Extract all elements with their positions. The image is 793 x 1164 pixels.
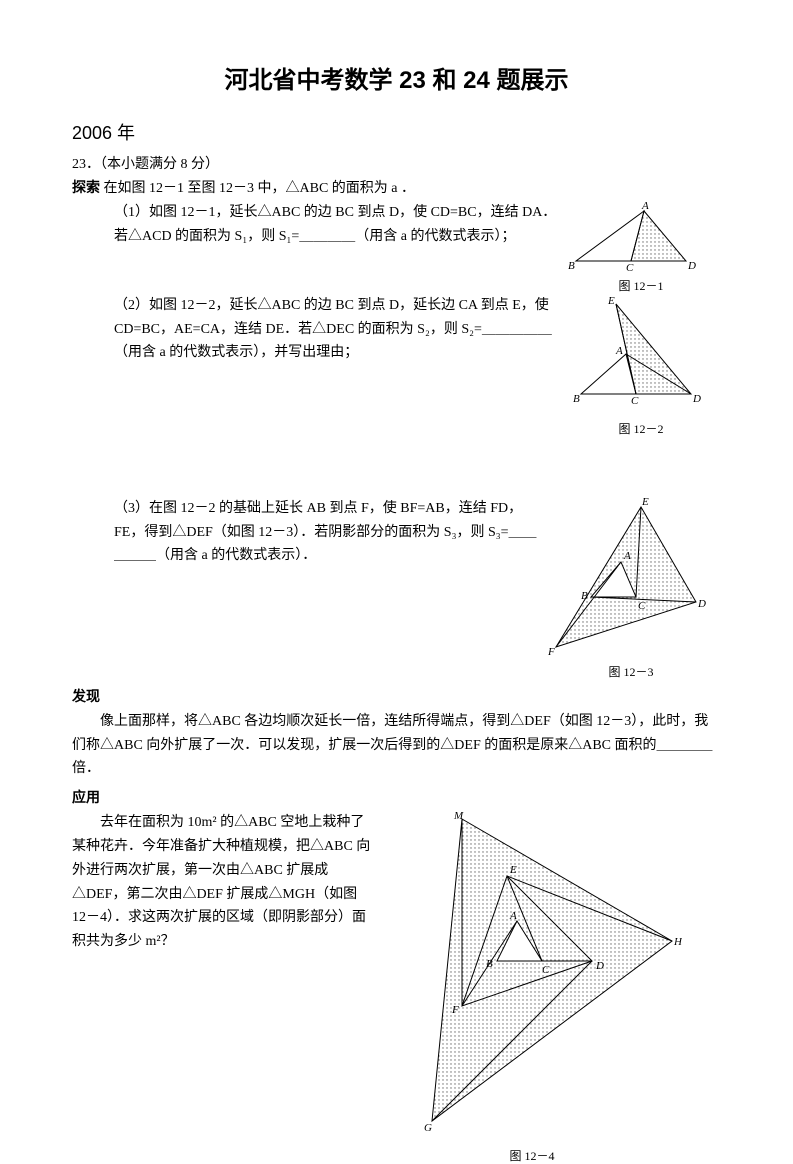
fig1-label: 图 12－1: [561, 277, 721, 294]
tansuo-lead-text: 在如图 12－1 至图 12－3 中，△ABC 的面积为 a ．: [100, 181, 415, 196]
svg-text:A: A: [615, 345, 623, 357]
svg-text:E: E: [607, 295, 615, 307]
faxian-label: 发现: [72, 686, 721, 706]
part2: （2）如图 12－2，延长△ABC 的边 BC 到点 D，延长边 CA 到点 E…: [114, 294, 561, 365]
tansuo-label: 探索: [72, 181, 100, 196]
figure-12-2: E A B C D: [566, 294, 716, 414]
tansuo-lead: 探索 在如图 12－1 至图 12－3 中，△ABC 的面积为 a ．: [72, 177, 721, 201]
svg-text:F: F: [547, 646, 555, 657]
fig3-container: E A B C D F 图 12－3: [541, 497, 721, 680]
fig1-container: A B C D 图 12－1: [561, 201, 721, 294]
svg-text:A: A: [623, 550, 631, 562]
spacer: [72, 437, 721, 497]
svg-text:D: D: [595, 960, 604, 972]
row-part1: （1）如图 12－1，延长△ABC 的边 BC 到点 D，使 CD=BC，连结 …: [72, 201, 721, 294]
figure-12-1: A B C D: [566, 201, 716, 271]
part3-text: （3）在图 12－2 的基础上延长 AB 到点 F，使 BF=AB，连结 FD，…: [72, 497, 541, 568]
faxian-text: 像上面那样，将△ABC 各边均顺次延长一倍，连结所得端点，得到△DEF（如图 1…: [72, 710, 721, 781]
svg-text:C: C: [542, 964, 550, 976]
svg-text:E: E: [509, 864, 517, 876]
svg-text:B: B: [568, 260, 575, 271]
svg-text:A: A: [641, 201, 649, 212]
svg-text:B: B: [573, 393, 580, 405]
yingyong-label: 应用: [72, 787, 721, 807]
row-yingyong: 去年在面积为 10m² 的△ABC 空地上栽种了某种花卉．今年准备扩大种植规模，…: [72, 811, 721, 1164]
svg-text:C: C: [638, 600, 646, 612]
svg-text:B: B: [581, 590, 588, 602]
figure-12-4: M H G E D F A B C: [382, 811, 682, 1141]
svg-text:E: E: [641, 497, 649, 508]
svg-text:A: A: [509, 910, 517, 922]
figure-12-3: E A B C D F: [546, 497, 716, 657]
year-heading: 2006 年: [72, 119, 721, 145]
q23-header: 23．（本小题满分 8 分）: [72, 153, 721, 173]
svg-text:D: D: [692, 393, 701, 405]
svg-text:C: C: [626, 262, 634, 271]
row-part2: （2）如图 12－2，延长△ABC 的边 BC 到点 D，延长边 CA 到点 E…: [72, 294, 721, 437]
fig2-container: E A B C D 图 12－2: [561, 294, 721, 437]
fig4-container: M H G E D F A B C 图 12－4: [372, 811, 692, 1164]
svg-text:G: G: [424, 1122, 432, 1134]
svg-text:M: M: [453, 811, 464, 822]
svg-text:D: D: [687, 260, 696, 271]
svg-text:F: F: [451, 1004, 459, 1016]
part2-text: （2）如图 12－2，延长△ABC 的边 BC 到点 D，延长边 CA 到点 E…: [72, 294, 561, 365]
row-part3: （3）在图 12－2 的基础上延长 AB 到点 F，使 BF=AB，连结 FD，…: [72, 497, 721, 680]
part1-text: （1）如图 12－1，延长△ABC 的边 BC 到点 D，使 CD=BC，连结 …: [72, 201, 561, 249]
yingyong-text: 去年在面积为 10m² 的△ABC 空地上栽种了某种花卉．今年准备扩大种植规模，…: [72, 811, 372, 954]
fig3-label: 图 12－3: [541, 663, 721, 680]
fig2-label: 图 12－2: [561, 420, 721, 437]
svg-text:B: B: [486, 958, 493, 970]
page: { "title": "河北省中考数学 23 和 24 题展示", "year"…: [0, 0, 793, 1122]
svg-text:D: D: [697, 598, 706, 610]
fig4-label: 图 12－4: [372, 1147, 692, 1164]
page-title: 河北省中考数学 23 和 24 题展示: [72, 60, 721, 95]
part1: （1）如图 12－1，延长△ABC 的边 BC 到点 D，使 CD=BC，连结 …: [114, 201, 561, 249]
part3: （3）在图 12－2 的基础上延长 AB 到点 F，使 BF=AB，连结 FD，…: [114, 497, 541, 568]
svg-text:H: H: [673, 936, 682, 948]
svg-text:C: C: [631, 395, 639, 407]
